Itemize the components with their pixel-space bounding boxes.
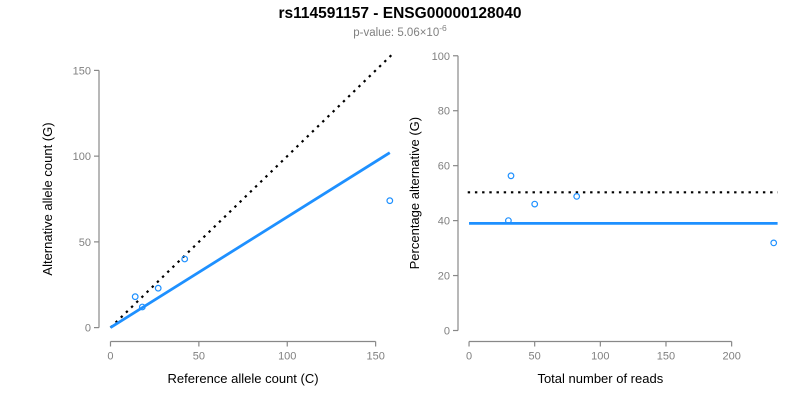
percentage-alternative-y-axis-title: Percentage alternative (G) — [407, 117, 422, 269]
allele-counts-data-point — [154, 284, 162, 292]
percentage-alternative-plot-area — [467, 172, 778, 247]
allele-counts-data-point — [386, 197, 394, 205]
allele-counts-panel: 0 50 100 150 0 50 100 150 Reference allele count… — [40, 52, 395, 386]
y-tick-label: 60 — [438, 161, 450, 173]
allele-counts-data-point — [181, 255, 189, 263]
allele-counts-identity-line — [109, 52, 395, 329]
allele-counts-data-point — [138, 303, 146, 311]
allele-counts-data-point — [131, 293, 139, 301]
percentage-alternative-panel: 0 50 100 150 200 0 20 40 60 80 100 Total number of … — [407, 51, 778, 386]
percentage-alternative-data-point — [531, 200, 539, 208]
percentage-alternative-data-point — [505, 217, 512, 225]
y-tick-label: 150 — [73, 65, 91, 77]
x-tick-label: 150 — [366, 351, 384, 363]
x-tick-label: 50 — [529, 351, 541, 363]
x-tick-label: 50 — [193, 351, 205, 363]
y-tick-label: 0 — [85, 323, 91, 335]
allele-counts-y-axis-title: Alternative allele count (G) — [40, 122, 55, 275]
y-tick-label: 0 — [444, 326, 450, 338]
allele-counts-fit-line — [109, 151, 391, 329]
y-tick-label: 80 — [438, 106, 450, 118]
y-tick-label: 20 — [438, 271, 450, 283]
x-tick-label: 200 — [722, 351, 740, 363]
percentage-alternative-data-point — [507, 172, 515, 180]
x-tick-label: 0 — [466, 351, 472, 363]
x-tick-label: 0 — [107, 351, 113, 363]
percentage-alternative-x-axis-title: Total number of reads — [537, 371, 663, 386]
y-tick-label: 50 — [79, 237, 91, 249]
allele-counts-plot-area — [109, 52, 395, 329]
pvalue-text: p-value: 5.06×10 — [353, 26, 440, 39]
pvalue-exponent: -6 — [439, 23, 447, 33]
percentage-alternative-data-point — [573, 192, 581, 200]
allele-counts-x-axis-title: Reference allele count (C) — [168, 371, 319, 386]
figure-subtitle: p-value: 5.06×10-6 — [0, 23, 800, 39]
x-tick-label: 150 — [657, 351, 675, 363]
y-tick-label: 100 — [432, 51, 450, 63]
y-tick-label: 100 — [73, 151, 91, 163]
x-tick-label: 100 — [278, 351, 296, 363]
figure-title: rs114591157 - ENSG00000128040 — [278, 5, 522, 22]
x-tick-label: 100 — [591, 351, 609, 363]
percentage-alternative-data-point — [770, 239, 778, 247]
y-tick-label: 40 — [438, 216, 450, 228]
